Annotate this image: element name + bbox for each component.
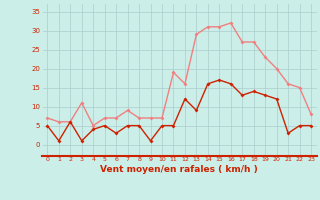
X-axis label: Vent moyen/en rafales ( km/h ): Vent moyen/en rafales ( km/h ) (100, 165, 258, 174)
